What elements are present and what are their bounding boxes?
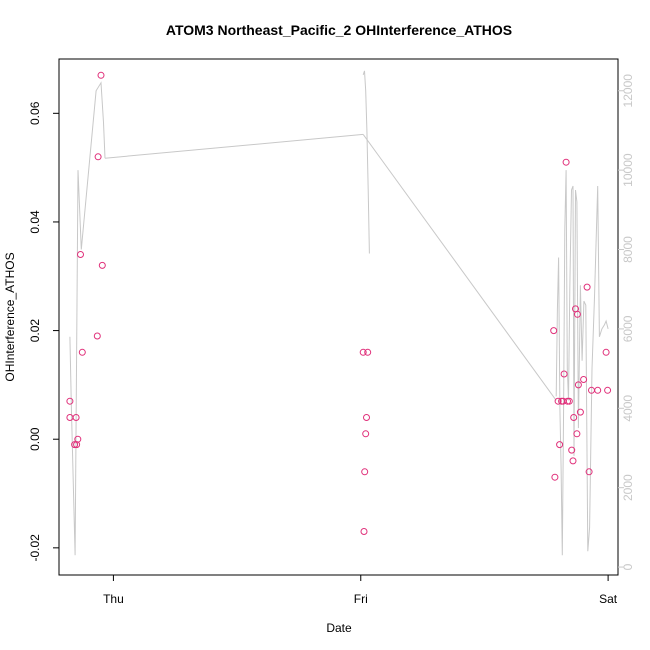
line-segment xyxy=(104,133,364,159)
data-point xyxy=(362,430,370,438)
data-point xyxy=(71,441,79,449)
y2-tick-label: 4000 xyxy=(621,395,635,422)
data-point xyxy=(604,386,612,394)
data-point xyxy=(568,446,576,454)
y-tick-label: 0.06 xyxy=(28,101,42,125)
y2-tick-label: 6000 xyxy=(621,315,635,342)
y2-tick-label: 8000 xyxy=(621,236,635,263)
data-point xyxy=(580,376,588,383)
data-point xyxy=(565,397,573,405)
data-point xyxy=(573,430,581,438)
data-point xyxy=(360,528,368,535)
data-point xyxy=(77,251,84,258)
data-point xyxy=(97,71,105,79)
data-point xyxy=(560,370,568,378)
data-point xyxy=(361,468,369,476)
data-point xyxy=(569,457,577,465)
data-point xyxy=(570,414,578,421)
left-axis: -0.02 0.00 0.02 0.04 0.06 xyxy=(28,101,59,562)
plot-frame xyxy=(58,58,619,576)
y2-tick-label: 2000 xyxy=(621,474,635,501)
y-axis-label: OHInterference_ATHOS xyxy=(3,252,17,381)
point-series xyxy=(66,71,612,535)
data-point xyxy=(72,414,80,421)
data-point xyxy=(585,468,593,476)
data-point xyxy=(583,283,591,291)
y-tick-label: 0.00 xyxy=(28,427,42,451)
chart-title: ATOM3 Northeast_Pacific_2 OHInterference… xyxy=(166,22,512,38)
data-point xyxy=(359,348,367,356)
line-segment xyxy=(362,134,557,401)
x-tick-label: Fri xyxy=(354,592,368,606)
bottom-axis: Thu Fri Sat xyxy=(103,575,618,606)
data-point xyxy=(550,327,558,335)
data-point xyxy=(602,348,610,356)
y-tick-label: -0.02 xyxy=(28,534,42,562)
data-point xyxy=(574,381,582,389)
y-tick-label: 0.04 xyxy=(28,210,42,234)
x-tick-label: Thu xyxy=(103,592,124,606)
line-segment xyxy=(362,70,370,254)
x-axis-label: Date xyxy=(326,621,352,635)
y-tick-label: 0.02 xyxy=(28,319,42,343)
y2-tick-label: 0 xyxy=(621,563,635,570)
x-tick-label: Sat xyxy=(599,592,618,606)
data-point xyxy=(554,397,562,405)
data-point xyxy=(98,261,106,269)
data-point xyxy=(93,332,101,340)
data-point xyxy=(364,348,372,356)
data-point xyxy=(551,473,559,481)
data-point xyxy=(94,153,102,161)
y2-tick-label: 10000 xyxy=(621,153,635,187)
data-point xyxy=(74,435,82,443)
data-point xyxy=(573,310,581,318)
right-axis: 0 2000 4000 6000 8000 10000 12000 xyxy=(618,74,635,570)
data-point xyxy=(66,397,74,405)
data-point xyxy=(594,386,602,394)
data-point xyxy=(363,414,370,421)
line-segment xyxy=(555,170,609,556)
data-point xyxy=(576,408,584,416)
data-point xyxy=(556,441,564,449)
line-series xyxy=(69,70,609,556)
line-segment xyxy=(69,81,106,556)
data-point xyxy=(562,158,570,166)
data-point xyxy=(78,348,86,356)
y2-tick-label: 12000 xyxy=(621,74,635,108)
